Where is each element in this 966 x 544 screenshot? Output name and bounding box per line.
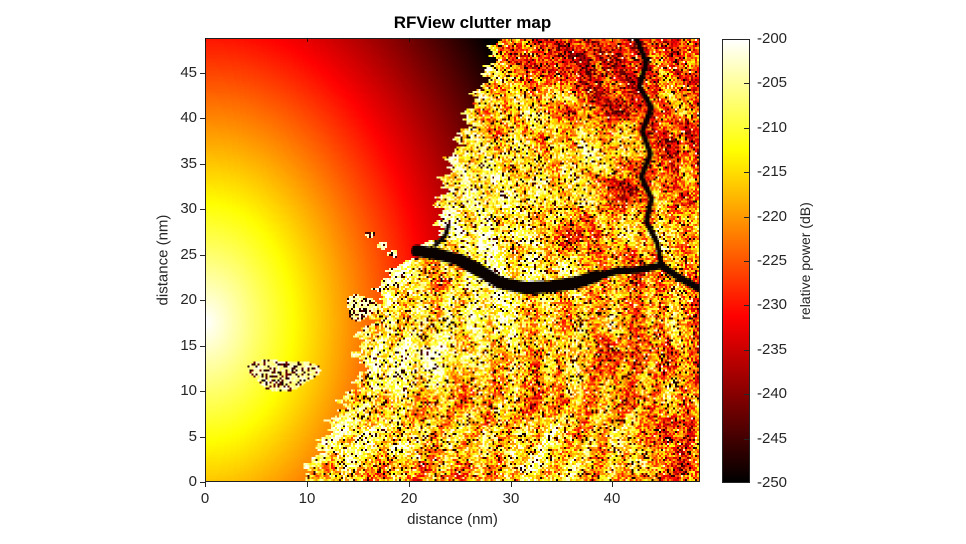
x-tick-mark-top [307, 38, 308, 42]
y-tick-mark [200, 255, 205, 256]
colorbar-tick-label: -210 [757, 119, 788, 136]
colorbar-tick-mark [744, 128, 749, 129]
y-tick-label: 35 [180, 155, 197, 172]
y-tick-mark [200, 391, 205, 392]
x-tick-mark [307, 482, 308, 487]
clutter-map-canvas [206, 39, 699, 481]
x-tick-label: 20 [400, 490, 418, 507]
colorbar-tick-mark [744, 394, 749, 395]
x-tick-mark [612, 482, 613, 487]
colorbar-tick-label: -240 [757, 385, 788, 402]
y-tick-mark [200, 118, 205, 119]
x-tick-mark-top [205, 38, 206, 42]
colorbar-tick-label: -200 [757, 30, 788, 47]
y-tick-label: 45 [180, 64, 197, 81]
y-tick-label: 0 [188, 473, 197, 490]
x-tick-label: 40 [603, 490, 621, 507]
y-tick-mark [200, 482, 205, 483]
y-tick-mark [200, 73, 205, 74]
x-axis-label: distance (nm) [407, 511, 498, 528]
colorbar-tick-mark [744, 172, 749, 173]
colorbar-tick-mark [744, 261, 749, 262]
plot-area [205, 38, 700, 482]
colorbar-tick-mark [744, 482, 749, 483]
y-tick-label: 40 [180, 109, 197, 126]
page-title: RFView clutter map [393, 13, 552, 32]
colorbar-tick-mark [744, 83, 749, 84]
colorbar-tick-label: -205 [757, 74, 788, 91]
colorbar-tick-label: -225 [757, 252, 788, 269]
y-tick-label: 5 [188, 428, 197, 445]
colorbar-tick-mark [744, 217, 749, 218]
y-tick-mark [200, 209, 205, 210]
x-tick-mark-top [409, 38, 410, 42]
colorbar-tick-mark [744, 439, 749, 440]
y-tick-label: 20 [180, 291, 197, 308]
x-tick-mark [205, 482, 206, 487]
y-tick-mark [200, 437, 205, 438]
y-tick-mark [200, 346, 205, 347]
y-tick-label: 25 [180, 246, 197, 263]
y-tick-mark [200, 164, 205, 165]
y-tick-label: 15 [180, 337, 197, 354]
colorbar-tick-mark [744, 39, 749, 40]
x-tick-mark [511, 482, 512, 487]
y-tick-label: 10 [180, 382, 197, 399]
x-tick-label: 10 [298, 490, 316, 507]
colorbar-tick-label: -220 [757, 208, 788, 225]
colorbar-tick-label: -250 [757, 474, 788, 491]
colorbar-tick-mark [744, 305, 749, 306]
colorbar-tick-label: -235 [757, 341, 788, 358]
x-tick-mark [409, 482, 410, 487]
x-tick-label: 0 [200, 490, 210, 507]
y-tick-mark [200, 300, 205, 301]
x-tick-label: 30 [502, 490, 520, 507]
x-tick-mark-top [511, 38, 512, 42]
colorbar-tick-label: -230 [757, 296, 788, 313]
x-tick-mark-top [612, 38, 613, 42]
y-tick-label: 30 [180, 200, 197, 217]
colorbar-tick-label: -215 [757, 163, 788, 180]
colorbar-tick-mark [744, 350, 749, 351]
colorbar-tick-label: -245 [757, 430, 788, 447]
